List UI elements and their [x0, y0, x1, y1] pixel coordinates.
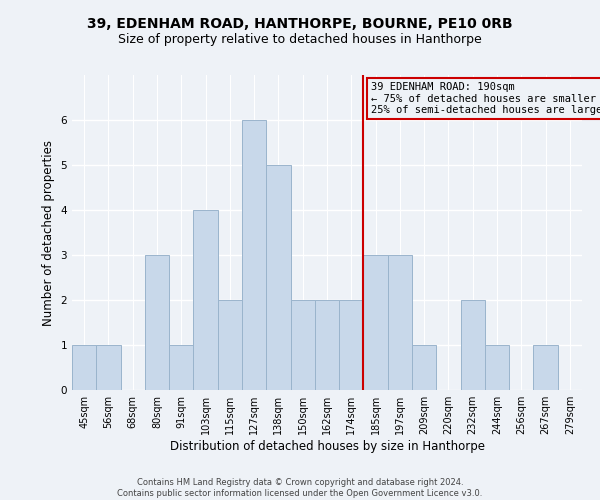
- Bar: [388, 255, 412, 390]
- Bar: [72, 345, 96, 390]
- Bar: [485, 345, 509, 390]
- Bar: [315, 300, 339, 390]
- Bar: [364, 255, 388, 390]
- Bar: [218, 300, 242, 390]
- Bar: [533, 345, 558, 390]
- Bar: [96, 345, 121, 390]
- Text: 39 EDENHAM ROAD: 190sqm
← 75% of detached houses are smaller (30)
25% of semi-de: 39 EDENHAM ROAD: 190sqm ← 75% of detache…: [371, 82, 600, 115]
- Bar: [169, 345, 193, 390]
- Text: Contains HM Land Registry data © Crown copyright and database right 2024.
Contai: Contains HM Land Registry data © Crown c…: [118, 478, 482, 498]
- Bar: [193, 210, 218, 390]
- Text: Size of property relative to detached houses in Hanthorpe: Size of property relative to detached ho…: [118, 32, 482, 46]
- X-axis label: Distribution of detached houses by size in Hanthorpe: Distribution of detached houses by size …: [170, 440, 485, 453]
- Y-axis label: Number of detached properties: Number of detached properties: [42, 140, 55, 326]
- Bar: [339, 300, 364, 390]
- Bar: [412, 345, 436, 390]
- Text: 39, EDENHAM ROAD, HANTHORPE, BOURNE, PE10 0RB: 39, EDENHAM ROAD, HANTHORPE, BOURNE, PE1…: [87, 18, 513, 32]
- Bar: [242, 120, 266, 390]
- Bar: [461, 300, 485, 390]
- Bar: [290, 300, 315, 390]
- Bar: [266, 165, 290, 390]
- Bar: [145, 255, 169, 390]
